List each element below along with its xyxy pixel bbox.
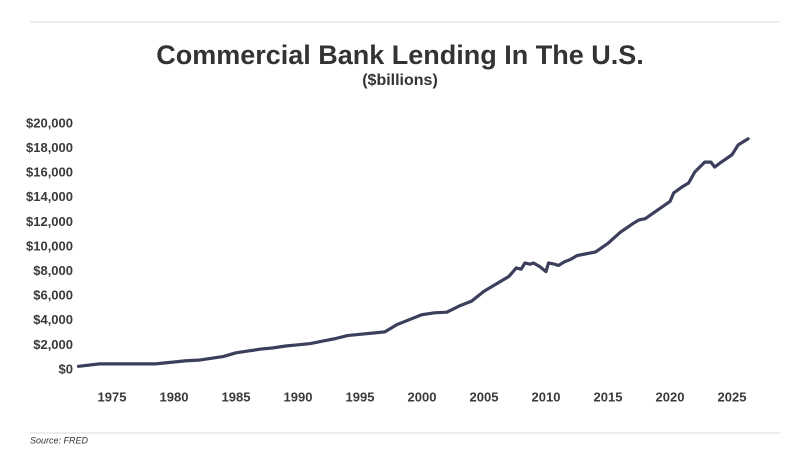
chart-subtitle: ($billions) — [362, 72, 438, 89]
x-tick-label: 2025 — [718, 389, 747, 404]
x-tick-label: 2020 — [656, 389, 685, 404]
y-tick-label: $20,000 — [26, 115, 73, 130]
y-tick-label: $4,000 — [33, 312, 73, 327]
y-tick-label: $8,000 — [33, 263, 73, 278]
y-tick-label: $18,000 — [26, 140, 73, 155]
y-tick-label: $16,000 — [26, 165, 73, 180]
x-tick-label: 1985 — [222, 389, 251, 404]
chart-title: Commercial Bank Lending In The U.S. — [156, 40, 644, 70]
y-tick-label: $0 — [59, 361, 73, 376]
x-tick-label: 2000 — [408, 389, 437, 404]
x-tick-label: 2005 — [470, 389, 499, 404]
x-tick-label: 1975 — [98, 389, 127, 404]
y-tick-label: $10,000 — [26, 238, 73, 253]
x-tick-label: 1990 — [284, 389, 313, 404]
x-tick-label: 1980 — [160, 389, 189, 404]
data-line — [76, 137, 750, 368]
y-tick-label: $2,000 — [33, 337, 73, 352]
x-tick-label: 2010 — [532, 389, 561, 404]
source: Source: FRED — [30, 435, 89, 445]
y-tick-label: $12,000 — [26, 214, 73, 229]
y-tick-label: $6,000 — [33, 288, 73, 303]
x-tick-label: 1995 — [346, 389, 375, 404]
x-tick-label: 2015 — [594, 389, 623, 404]
y-tick-label: $14,000 — [26, 189, 73, 204]
